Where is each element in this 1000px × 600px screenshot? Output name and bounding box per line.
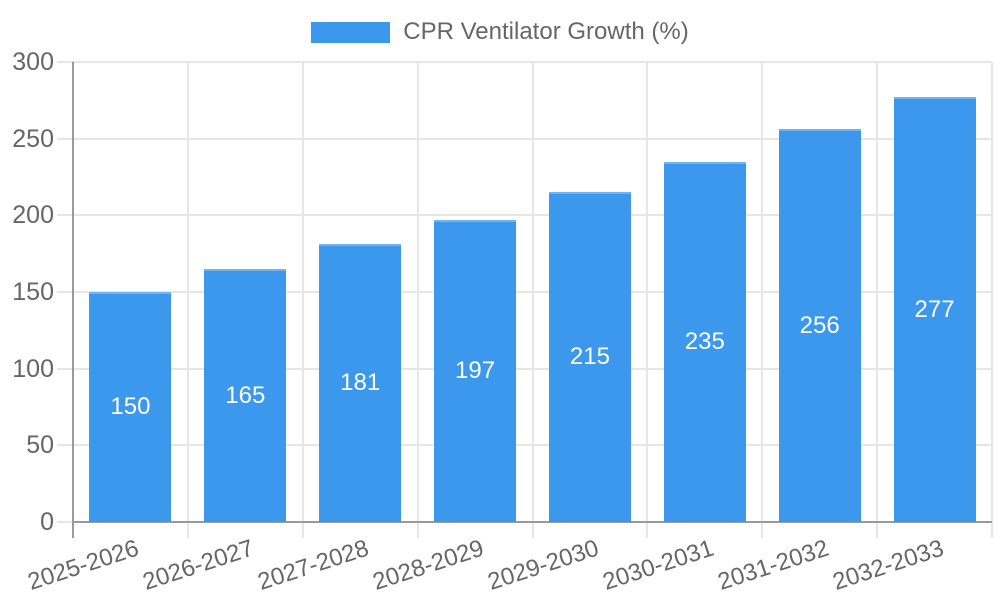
v-gridline: [646, 62, 649, 522]
v-gridline: [531, 62, 534, 522]
y-tick-label: 100: [12, 354, 54, 383]
y-tick-label: 200: [12, 201, 54, 230]
x-axis-tick: [991, 522, 993, 538]
x-axis-line: [73, 521, 992, 523]
y-axis-tick: [57, 521, 73, 523]
v-gridline: [876, 62, 879, 522]
y-tick-label: 0: [40, 508, 54, 536]
v-gridline: [186, 62, 189, 522]
y-axis-tick: [57, 137, 73, 140]
x-axis-tick: [876, 522, 879, 538]
bar[interactable]: [778, 129, 861, 522]
x-axis-tick: [646, 522, 649, 538]
y-axis-tick: [57, 61, 73, 63]
legend: CPR Ventilator Growth (%): [0, 17, 1000, 47]
x-axis-tick: [186, 522, 189, 538]
y-axis-tick: [57, 291, 73, 293]
legend-item[interactable]: CPR Ventilator Growth (%): [311, 17, 689, 47]
bar[interactable]: [434, 219, 517, 522]
v-gridline: [416, 62, 419, 522]
bar[interactable]: [319, 244, 402, 522]
x-axis-tick: [416, 522, 419, 538]
y-axis-tick: [57, 444, 73, 447]
bar[interactable]: [663, 161, 746, 522]
y-tick-label: 50: [26, 431, 54, 460]
bar[interactable]: [204, 269, 287, 522]
y-axis-line: [72, 62, 74, 538]
bar[interactable]: [548, 192, 631, 522]
x-axis-tick: [301, 522, 304, 538]
y-tick-label: 300: [12, 48, 54, 76]
y-tick-label: 150: [12, 278, 54, 306]
legend-swatch: [311, 21, 391, 43]
v-gridline: [991, 62, 993, 522]
legend-label: CPR Ventilator Growth (%): [403, 18, 689, 45]
bar[interactable]: [89, 292, 172, 522]
y-tick-label: 250: [12, 124, 54, 153]
y-axis-tick: [57, 367, 73, 370]
bar[interactable]: [893, 97, 976, 522]
y-axis-tick: [57, 214, 73, 217]
x-axis-tick: [761, 522, 764, 538]
v-gridline: [761, 62, 764, 522]
v-gridline: [301, 62, 304, 522]
x-axis-tick: [531, 522, 534, 538]
